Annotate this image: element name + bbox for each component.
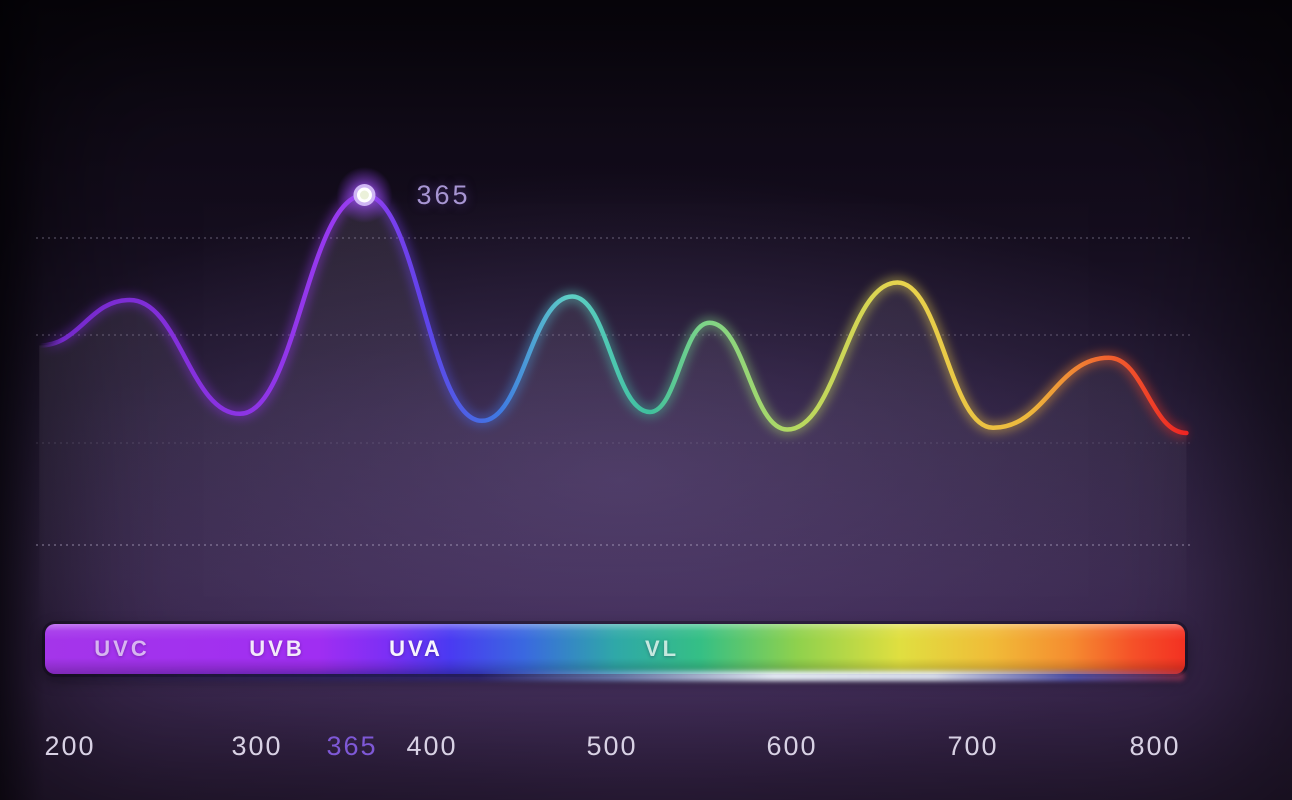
axis-tick-200: 200: [44, 731, 96, 761]
axis-tick-500: 500: [586, 731, 638, 761]
axis-tick-365: 365: [326, 731, 378, 761]
peak-marker-dot: [336, 167, 393, 223]
axis-tick-400: 400: [406, 731, 458, 761]
band-label-uva: UVA: [389, 636, 443, 661]
band-label-uvc: UVC: [94, 636, 150, 661]
axis-tick-300: 300: [231, 731, 283, 761]
axis-tick-800: 800: [1129, 731, 1181, 761]
axis-tick-700: 700: [947, 731, 999, 761]
peak-dot-tint: [359, 190, 369, 200]
spectrum-bar-gradient: [45, 624, 1185, 674]
peak-value-label: 365: [416, 180, 471, 210]
spectrum-bar-underglow: [45, 671, 1185, 681]
band-label-uvb: UVB: [249, 636, 305, 661]
spectrum-band-bar: UVC UVB UVA VL: [45, 624, 1185, 674]
curve-area-fill: [39, 195, 1187, 622]
spectrum-curve: [37, 192, 1189, 436]
band-label-vl: VL: [644, 636, 680, 661]
wavelength-axis: 200 300 365 400 500 600 700 800: [0, 731, 1292, 767]
axis-tick-600: 600: [766, 731, 818, 761]
